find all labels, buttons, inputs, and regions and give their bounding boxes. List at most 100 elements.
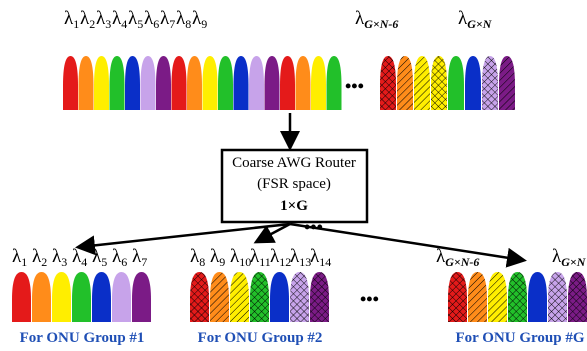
- lambda-subscript: 1: [21, 255, 27, 269]
- lambda-subscript: 2: [89, 17, 95, 31]
- lambda-subscript: 6: [153, 17, 159, 31]
- lambda-subscript: G×N: [561, 255, 587, 269]
- lambda-symbol: λ: [96, 8, 106, 29]
- wavelength-label: λ14: [310, 246, 331, 269]
- wavelength-label: λ3: [52, 246, 67, 269]
- lambda-symbol: λ: [230, 246, 240, 267]
- lambda-subscript: 3: [105, 17, 111, 31]
- lambda-subscript: 14: [319, 255, 331, 269]
- pulse-hatch: [397, 56, 413, 110]
- pulse-hatch: [190, 272, 209, 322]
- lambda-subscript: 8: [199, 255, 205, 269]
- lambda-subscript: 5: [101, 255, 107, 269]
- lambda-symbol: λ: [144, 8, 154, 29]
- lambda-symbol: λ: [290, 246, 300, 267]
- pulse-hatch: [431, 56, 447, 110]
- spectrum-pulse: [12, 272, 31, 322]
- spectrum-pulse: [112, 272, 131, 322]
- router-subtitle: (FSR space): [257, 176, 331, 192]
- spectrum-pulse: [270, 272, 289, 322]
- lambda-symbol: λ: [192, 8, 202, 29]
- pulse-hatch: [310, 272, 329, 322]
- pulse-hatch: [380, 56, 396, 110]
- spectrum-pulse: [326, 56, 342, 110]
- lambda-symbol: λ: [190, 246, 200, 267]
- wavelength-label: λ11: [250, 246, 271, 269]
- wavelength-label: λ5: [92, 246, 107, 269]
- wavelength-label: λG×N: [552, 246, 587, 269]
- spectrum-pulse: [295, 56, 311, 110]
- lambda-symbol: λ: [250, 246, 260, 267]
- wavelength-label: λ9: [192, 8, 207, 31]
- pulse-hatch: [482, 56, 498, 110]
- lambda-symbol: λ: [436, 246, 446, 267]
- wavelength-label: λ9: [210, 246, 225, 269]
- spectrum-pulse: [52, 272, 71, 322]
- pulse-hatch: [448, 272, 467, 322]
- router-title: Coarse AWG Router: [232, 155, 356, 171]
- lambda-subscript: 1: [73, 17, 79, 31]
- lambda-symbol: λ: [310, 246, 320, 267]
- spectrum-pulse: [72, 272, 91, 322]
- wavelength-label: λ1: [12, 246, 27, 269]
- arrow: [253, 222, 291, 244]
- wavelength-label: λ7: [160, 8, 175, 31]
- spectrum-pulse: [125, 56, 140, 110]
- pulse-hatch: [210, 272, 229, 322]
- spectrum-pulse: [202, 56, 218, 110]
- spectrum-pulse: [109, 56, 125, 110]
- pulse-hatch: [290, 272, 309, 322]
- lambda-symbol: λ: [52, 246, 62, 267]
- lambda-symbol: λ: [72, 246, 82, 267]
- wavelength-label: λ6: [112, 246, 127, 269]
- wavelength-label: λ5: [128, 8, 143, 31]
- wavelength-label: λ8: [176, 8, 191, 31]
- spectrum-pulse: [140, 56, 156, 110]
- wavelength-label: λG×N-6: [355, 8, 398, 31]
- lambda-subscript: G×N: [467, 17, 493, 31]
- pulse-hatch: [568, 272, 587, 322]
- lambda-subscript: 7: [141, 255, 147, 269]
- pulse-hatch: [488, 272, 507, 322]
- lambda-subscript: 2: [41, 255, 47, 269]
- lambda-subscript: 7: [169, 17, 175, 31]
- router-ports: 1×G: [280, 198, 308, 214]
- lambda-subscript: 4: [81, 255, 87, 269]
- router-box: [220, 148, 369, 224]
- spectrum-pulse: [156, 56, 171, 110]
- lambda-symbol: λ: [270, 246, 280, 267]
- lambda-subscript: 13: [299, 255, 311, 269]
- lambda-symbol: λ: [128, 8, 138, 29]
- lambda-subscript: 3: [61, 255, 67, 269]
- lambda-subscript: G×N-6: [364, 17, 398, 31]
- spectrum-pulse: [280, 56, 295, 110]
- lambda-subscript: 6: [121, 255, 127, 269]
- spectrum-pulse: [233, 56, 249, 110]
- lambda-subscript: 5: [137, 17, 143, 31]
- spectrum-pulse: [187, 56, 202, 110]
- group-caption: For ONU Group #G: [455, 330, 584, 346]
- wavelength-label: λ12: [270, 246, 291, 269]
- wavelength-label: λ2: [32, 246, 47, 269]
- wavelength-label: λ13: [290, 246, 311, 269]
- wavelength-label: λ8: [190, 246, 205, 269]
- pulse-hatch: [548, 272, 567, 322]
- wavelength-label: λ1: [64, 8, 79, 31]
- group-caption: For ONU Group #1: [20, 330, 145, 346]
- lambda-subscript: G×N-6: [445, 255, 479, 269]
- lambda-symbol: λ: [176, 8, 186, 29]
- lambda-symbol: λ: [112, 246, 122, 267]
- lambda-symbol: λ: [458, 8, 468, 29]
- ellipsis: •••: [345, 76, 364, 96]
- lambda-symbol: λ: [80, 8, 90, 29]
- lambda-symbol: λ: [32, 246, 42, 267]
- pulse-hatch: [499, 56, 515, 110]
- pulse-hatch: [250, 272, 269, 322]
- group-caption: For ONU Group #2: [198, 330, 323, 346]
- lambda-subscript: 8: [185, 17, 191, 31]
- spectrum-pulse: [465, 56, 481, 110]
- lambda-symbol: λ: [64, 8, 74, 29]
- wavelength-label: λ6: [144, 8, 159, 31]
- spectrum-pulse: [249, 56, 264, 110]
- pulse-hatch: [230, 272, 249, 322]
